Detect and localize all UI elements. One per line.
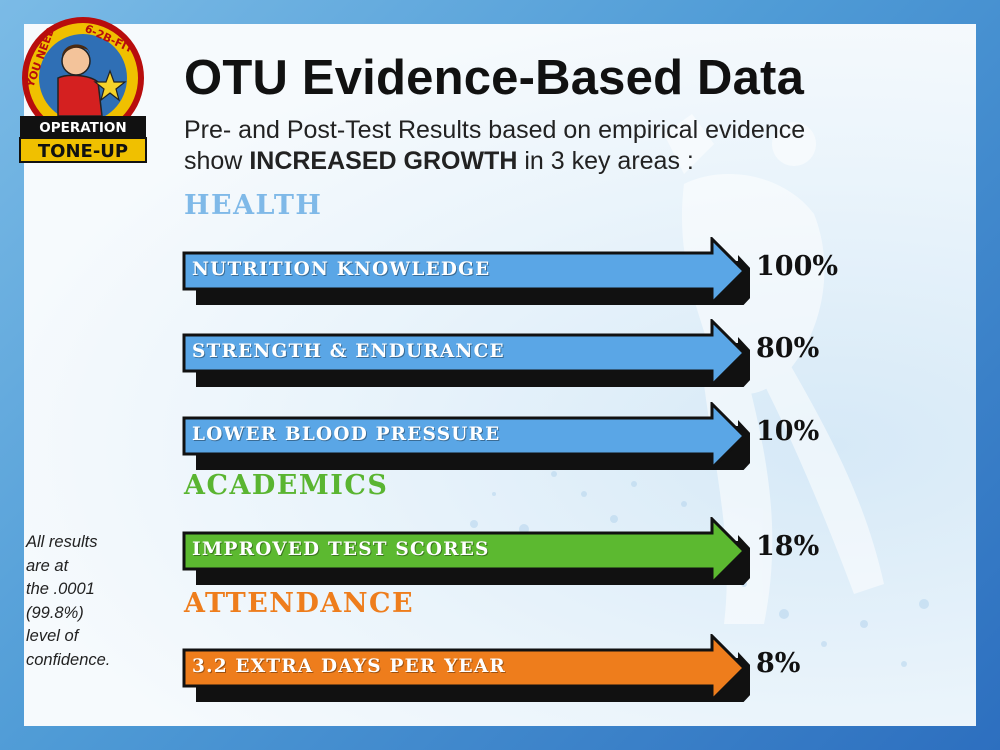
- section-heading-attendance: ATTENDANCE: [184, 588, 415, 619]
- subtitle-suffix: in 3 key areas :: [517, 147, 694, 175]
- confidence-footnote: All results are at the .0001 (99.8%) lev…: [26, 531, 136, 672]
- stat-arrow: [182, 237, 750, 305]
- subtitle-emphasis: INCREASED GROWTH: [249, 147, 518, 175]
- subtitle-line1: Pre- and Post-Test Results based on empi…: [184, 116, 806, 144]
- stat-value: 10%: [756, 416, 820, 447]
- stat-value: 80%: [756, 333, 820, 364]
- footnote-line: confidence.: [26, 650, 111, 669]
- stat-arrow: [182, 319, 750, 387]
- stat-label: LOWER BLOOD PRESSURE: [192, 424, 501, 445]
- operation-tone-up-logo: YOU NEED 6-2B-FIT OPERATION TONE-UP: [19, 17, 147, 163]
- stat-arrow: [182, 402, 750, 470]
- stat-arrow: [182, 517, 750, 585]
- page-title: OTU Evidence-Based Data: [184, 51, 805, 105]
- stat-row-attendance: 3.2 EXTRA DAYS PER YEAR 8%: [180, 634, 920, 702]
- stat-value: 100%: [756, 251, 839, 282]
- section-heading-health: HEALTH: [184, 190, 323, 221]
- stat-label: IMPROVED TEST SCORES: [192, 539, 490, 560]
- stat-label: 3.2 EXTRA DAYS PER YEAR: [192, 656, 506, 677]
- footnote-line: the .0001: [26, 580, 95, 598]
- stat-row-strength: STRENGTH & ENDURANCE 80%: [180, 319, 920, 387]
- footnote-line: are at: [26, 556, 69, 575]
- stat-row-blood-pressure: LOWER BLOOD PRESSURE 10%: [180, 402, 920, 470]
- stat-row-test-scores: IMPROVED TEST SCORES 18%: [180, 517, 920, 585]
- logo-operation-text: OPERATION: [39, 120, 126, 136]
- stat-label: STRENGTH & ENDURANCE: [192, 341, 505, 362]
- stat-arrow: [182, 634, 750, 702]
- footnote-line: (99.8%): [26, 603, 84, 622]
- subtitle-prefix: show: [184, 147, 250, 175]
- footnote-line: level of: [26, 627, 79, 645]
- stat-value: 18%: [756, 531, 820, 562]
- stat-label: NUTRITION KNOWLEDGE: [192, 259, 491, 280]
- section-heading-academics: ACADEMICS: [184, 470, 389, 501]
- footnote-line: All results: [26, 533, 98, 551]
- stat-row-nutrition: NUTRITION KNOWLEDGE 100%: [180, 237, 920, 305]
- stat-value: 8%: [756, 648, 801, 679]
- logo-tone-up-text: TONE-UP: [38, 141, 128, 162]
- subtitle: Pre- and Post-Test Results based on empi…: [184, 115, 904, 177]
